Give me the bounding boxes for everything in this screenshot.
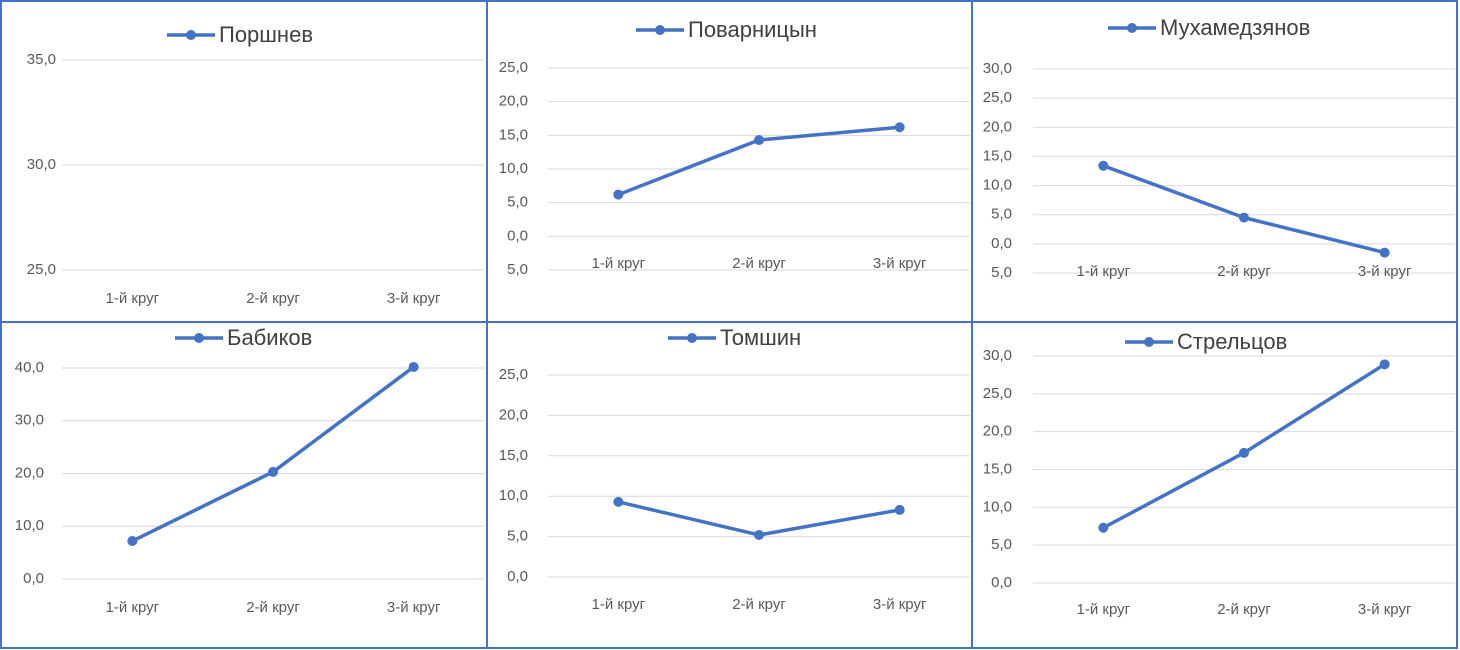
point — [894, 504, 905, 515]
y-tick-label: 10,0 — [499, 487, 528, 504]
x-tick-label: 1-й круг — [592, 596, 646, 613]
y-tick-label: 15,0 — [983, 460, 1012, 477]
legend-label: Томшин — [720, 325, 801, 350]
x-tick-label: 3-й круг — [873, 596, 927, 613]
legend-marker — [687, 333, 697, 343]
x-tick-label: 2-й круг — [246, 599, 300, 616]
x-tick-label: 3-й круг — [387, 599, 441, 616]
y-tick-label: 0,0 — [991, 574, 1012, 591]
y-tick-label: 15,0 — [983, 147, 1012, 164]
series-line — [131, 365, 415, 543]
x-tick-label: 2-й круг — [246, 290, 300, 307]
y-tick-label: 40,0 — [15, 359, 44, 376]
x-tick-label: 2-й круг — [1217, 263, 1271, 280]
x-tick-label: 1-й круг — [1077, 601, 1131, 618]
point — [754, 529, 764, 540]
y-tick-label: 25,0 — [499, 366, 528, 383]
x-tick-label: 1-й круг — [106, 599, 160, 616]
y-tick-label: 10,0 — [15, 517, 44, 534]
y-tick-label: 15,0 — [499, 126, 528, 143]
y-tick-label: 20,0 — [15, 464, 44, 481]
x-tick-label: 3-й круг — [1358, 263, 1412, 280]
x-tick-label: 1-й круг — [106, 290, 160, 307]
y-tick-label: 15,0 — [499, 447, 528, 464]
legend-marker — [194, 333, 204, 343]
y-tick-label: 30,0 — [27, 156, 56, 173]
x-tick-label: 2-й круг — [1217, 601, 1271, 618]
point — [894, 122, 905, 133]
y-tick-label: 30,0 — [983, 347, 1012, 364]
point — [1379, 247, 1390, 258]
y-tick-label: 0,0 — [991, 235, 1012, 252]
x-tick-label: 3-й круг — [387, 290, 441, 307]
point — [613, 496, 624, 507]
y-tick-label: 0,0 — [23, 570, 44, 587]
point — [268, 466, 278, 477]
legend-marker — [655, 25, 665, 35]
point — [127, 536, 138, 547]
y-tick-label: 30,0 — [983, 60, 1012, 77]
y-tick-label: 25,0 — [983, 385, 1012, 402]
y-tick-label: 30,0 — [15, 412, 44, 429]
y-tick-label: 25,0 — [983, 89, 1012, 106]
x-tick-label: 1-й круг — [1077, 263, 1131, 280]
x-tick-label: 2-й круг — [732, 255, 786, 272]
point — [408, 361, 419, 372]
y-tick-label: 35,0 — [27, 51, 56, 68]
legend-marker — [1127, 23, 1137, 33]
y-tick-label: 20,0 — [499, 93, 528, 110]
y-tick-label: 10,0 — [983, 177, 1012, 194]
y-tick-label: 5,0 — [507, 194, 528, 211]
point — [1239, 447, 1249, 458]
y-tick-label: 5,0 — [991, 206, 1012, 223]
y-tick-label: 5,0 — [507, 528, 528, 545]
point — [613, 189, 624, 200]
y-tick-label: 20,0 — [983, 423, 1012, 440]
series-line — [1102, 164, 1386, 255]
y-tick-label: 0,0 — [507, 568, 528, 585]
series-line — [1102, 362, 1386, 530]
point — [1239, 212, 1249, 223]
y-tick-label: 5,0 — [507, 261, 528, 278]
x-tick-label: 2-й круг — [732, 596, 786, 613]
y-tick-label: 5,0 — [991, 536, 1012, 553]
y-tick-label: 20,0 — [499, 406, 528, 423]
legend-label: Мухамедзянов — [1160, 15, 1310, 40]
legend-marker — [186, 30, 196, 40]
legend-label: Поварницын — [688, 17, 817, 42]
y-tick-label: 0,0 — [507, 227, 528, 244]
legend-marker — [1144, 337, 1154, 347]
y-tick-label: 25,0 — [27, 261, 56, 278]
point — [1098, 160, 1109, 171]
point — [754, 135, 764, 146]
legend-label: Поршнев — [219, 22, 313, 47]
x-tick-label: 3-й круг — [1358, 601, 1412, 618]
legend-label: Стрельцов — [1177, 329, 1287, 354]
y-tick-label: 20,0 — [983, 118, 1012, 135]
y-tick-label: 25,0 — [499, 59, 528, 76]
y-tick-label: 10,0 — [499, 160, 528, 177]
y-tick-label: 5,0 — [991, 264, 1012, 281]
y-tick-label: 10,0 — [983, 498, 1012, 515]
x-tick-label: 3-й круг — [873, 255, 927, 272]
legend-label: Бабиков — [227, 325, 312, 350]
point — [1379, 359, 1390, 370]
point — [1098, 522, 1109, 533]
x-tick-label: 1-й круг — [592, 255, 646, 272]
